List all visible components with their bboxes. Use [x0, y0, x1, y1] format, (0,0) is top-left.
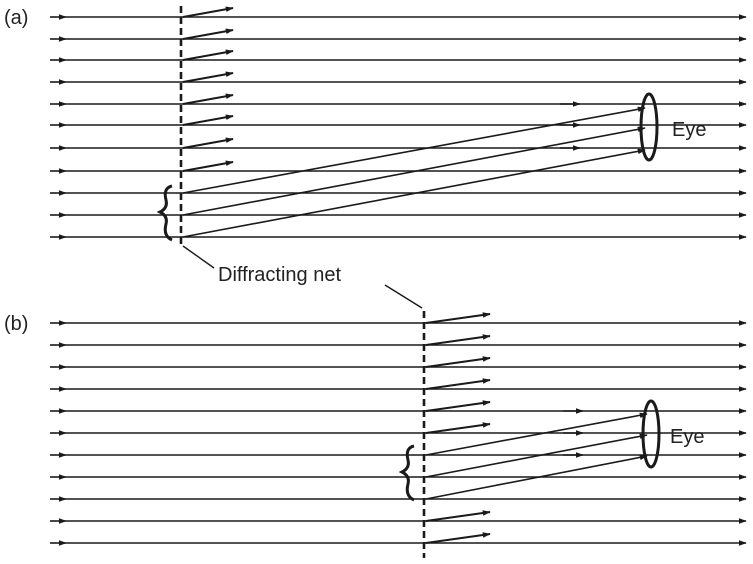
panel-b-diffracted-stub: [425, 378, 491, 390]
panel-a-diffracted-ray: [182, 126, 646, 216]
panel-b-rays: [50, 320, 747, 546]
net-callout: Diffracting net: [182, 245, 423, 309]
net-leader-line-a: [182, 245, 215, 269]
panel-b-diffracted-ray: [425, 433, 648, 478]
panel-b-diffracted-stub: [425, 532, 491, 544]
panel-a-diffracted-stub: [182, 93, 234, 105]
panel-b-converging-rays: [425, 412, 648, 500]
panel-a-diffracted-stub: [182, 49, 234, 61]
panel-b-diffracted-stub: [425, 422, 491, 434]
panel-a-diffracted-stub: [182, 114, 234, 126]
panel-a-diffracted-stub: [182, 160, 234, 172]
panel-b-brace: [398, 444, 415, 502]
panel-b-diffracted-ray: [425, 454, 648, 500]
panel-a: (a) Eye: [4, 6, 747, 246]
panel-b: (b) Eye: [4, 311, 747, 558]
panel-b-diffracted-stub: [425, 510, 491, 522]
panel-b-eye-lens: [641, 399, 661, 469]
panel-a-diffracted-stub: [182, 6, 234, 18]
diffracting-net-label: Diffracting net: [218, 264, 341, 286]
panel-b-diffracted-stub: [425, 334, 491, 346]
panel-a-diffracted-rays: [182, 6, 234, 172]
panel-a-diffracted-stub: [182, 137, 234, 149]
panel-b-diffracted-stub: [425, 356, 491, 368]
panel-a-diffracted-ray: [182, 106, 646, 194]
panel-b-diffracted-stub: [425, 312, 491, 324]
panel-b-diffracted-rays: [425, 312, 491, 544]
net-leader-line-b: [384, 284, 423, 309]
panel-a-eye-label: Eye: [672, 119, 706, 141]
panel-a-rays: [50, 14, 747, 240]
panel-a-label: (a): [4, 7, 28, 29]
panel-a-converging-rays: [182, 106, 646, 238]
panel-a-eye-lens: [639, 92, 659, 162]
panel-a-diffracted-stub: [182, 71, 234, 83]
panel-a-diffracted-ray: [182, 148, 646, 238]
panel-a-brace: [156, 184, 173, 242]
panel-b-diffracted-stub: [425, 400, 491, 412]
panel-b-eye-label: Eye: [670, 426, 704, 448]
panel-b-label: (b): [4, 313, 28, 335]
panel-a-diffracted-stub: [182, 28, 234, 40]
panel-b-diffracted-ray: [425, 412, 648, 456]
